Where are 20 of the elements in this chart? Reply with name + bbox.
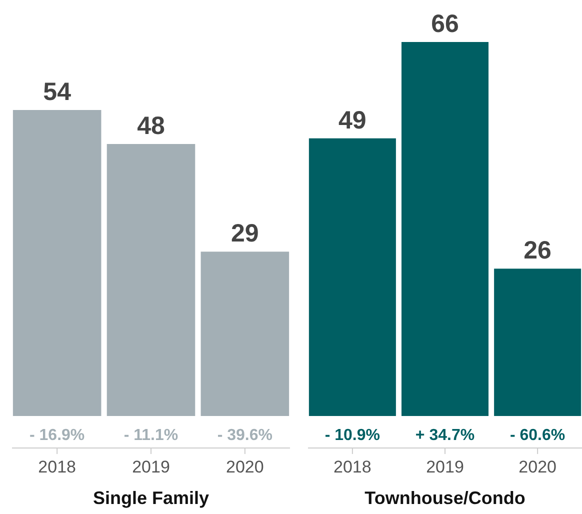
annotation: - 39.6%	[217, 427, 272, 444]
x-tick-label: 2018	[334, 457, 372, 476]
x-tick-label: 2018	[38, 457, 76, 476]
annotation: - 60.6%	[510, 427, 566, 444]
x-tick-label: 2019	[426, 457, 464, 476]
x-axis-title: Townhouse/Condo	[364, 488, 526, 508]
x-tick-label: 2019	[132, 457, 170, 476]
data-label: 29	[231, 220, 259, 248]
data-label: 54	[43, 78, 72, 106]
x-tick-label: 2020	[226, 457, 264, 476]
x-tick-label: 2020	[518, 457, 556, 476]
data-label: 26	[524, 236, 552, 265]
annotation: - 11.1%	[124, 427, 178, 444]
annotation: - 10.9%	[324, 427, 380, 444]
x-axis-title: Single Family	[92, 488, 210, 508]
data-label: 49	[338, 106, 366, 134]
data-label: 66	[431, 10, 459, 38]
data-label: 48	[137, 112, 165, 140]
annotation: - 16.9%	[30, 427, 85, 444]
annotation: + 34.7%	[415, 427, 475, 444]
